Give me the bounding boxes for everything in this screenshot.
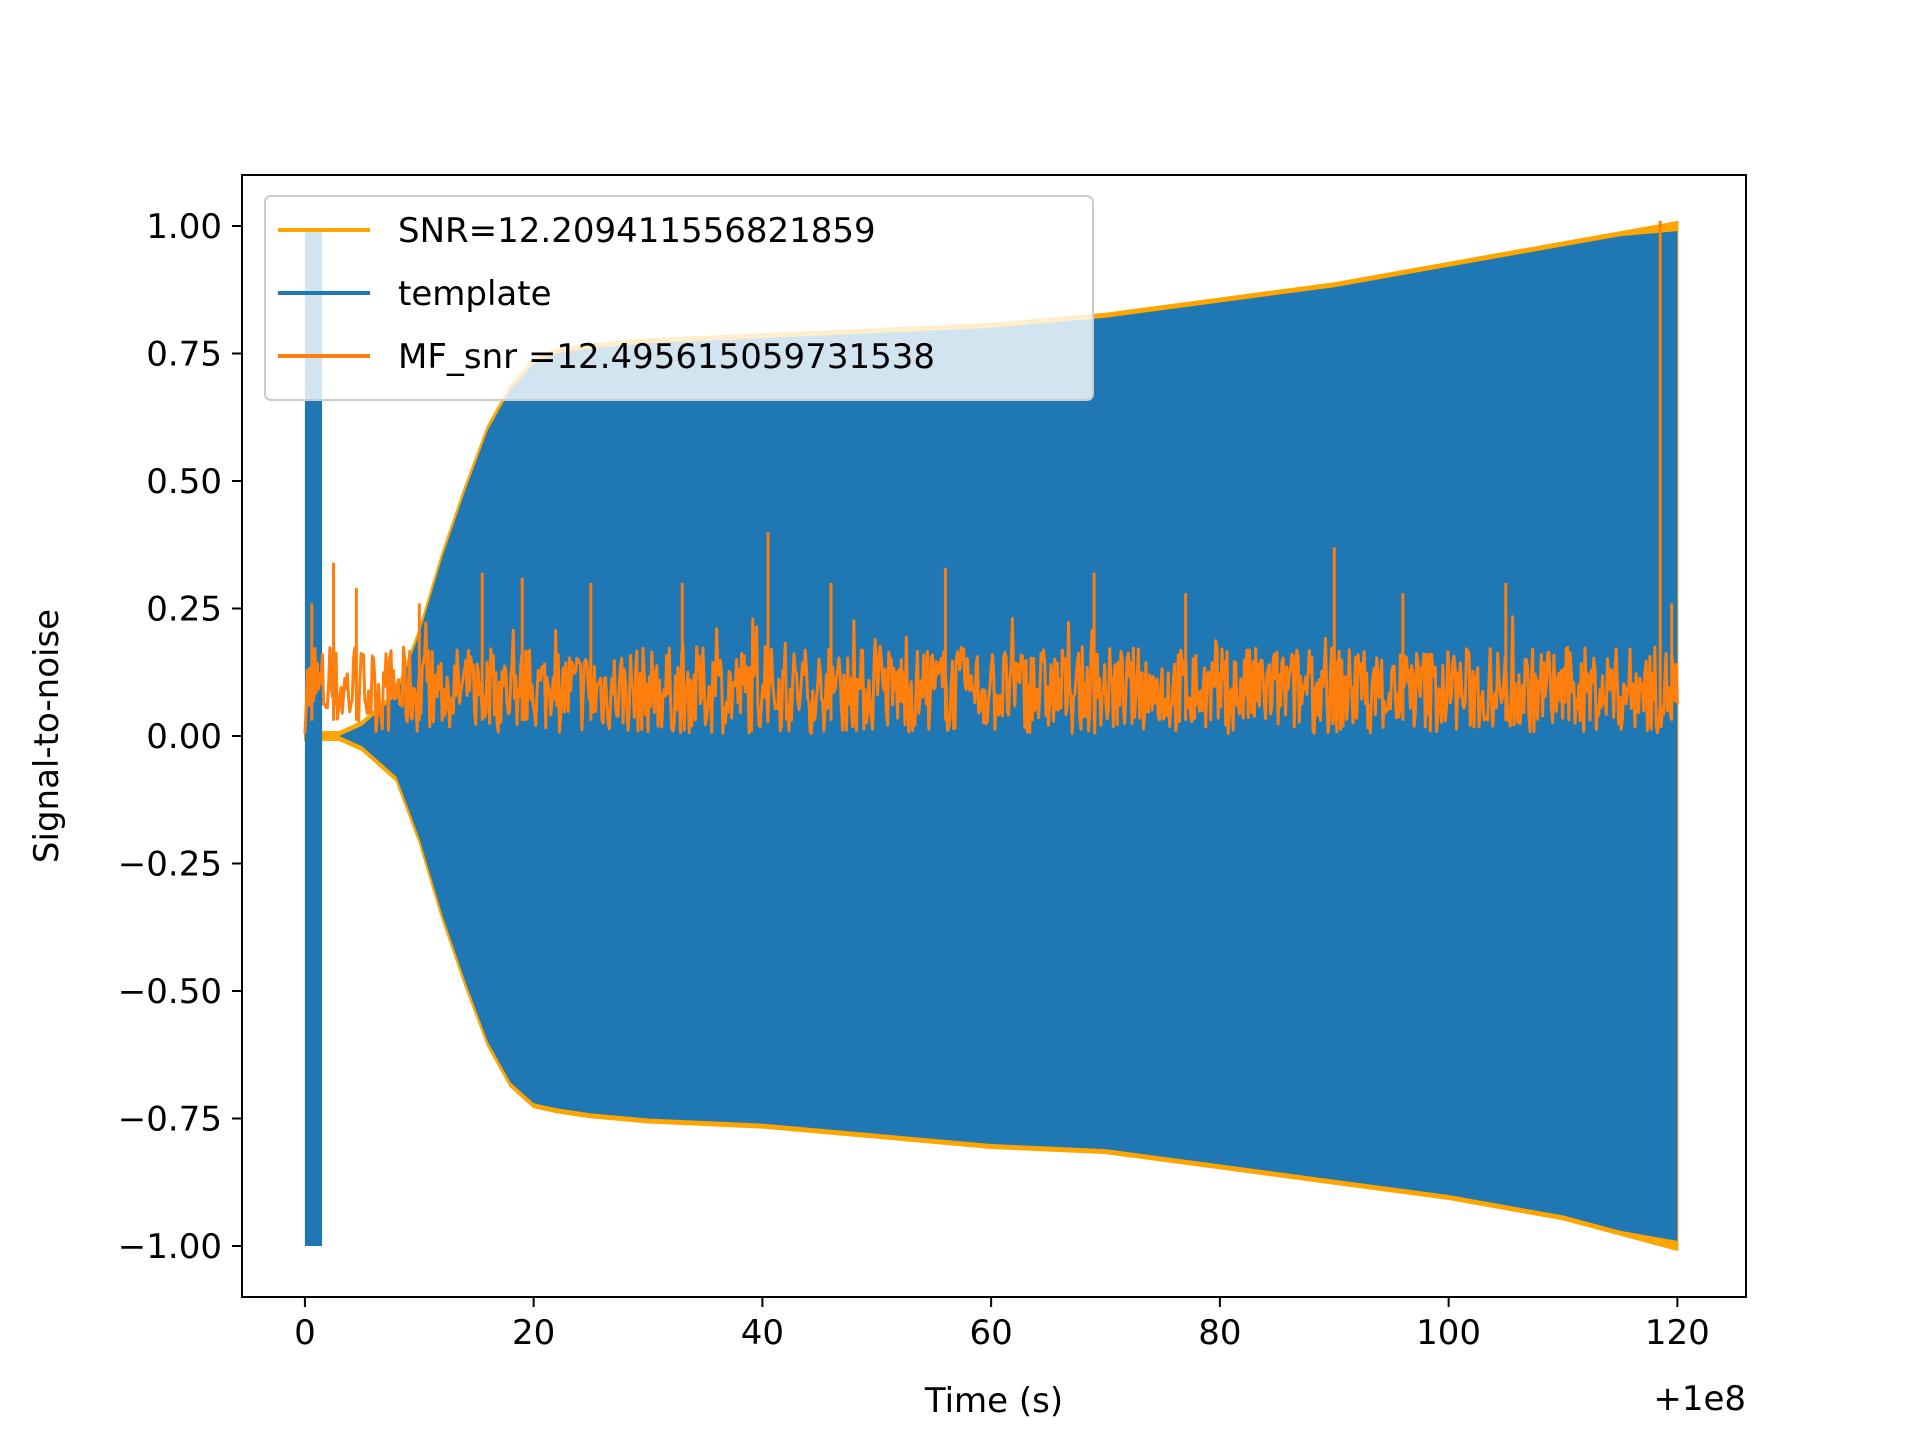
y-tick-label: −0.50 (118, 972, 222, 1012)
x-axis-ticks: 0 20 40 60 80 100 120 (294, 1297, 1710, 1353)
x-tick-label: 40 (741, 1313, 784, 1353)
x-axis-offset-label: +1e8 (1653, 1379, 1746, 1419)
y-tick-label: 1.00 (146, 207, 222, 247)
legend-label-1: SNR=12.209411556821859 (398, 211, 876, 251)
x-tick-label: 100 (1416, 1313, 1481, 1353)
x-tick-label: 0 (294, 1313, 316, 1353)
x-tick-label: 60 (970, 1313, 1013, 1353)
y-tick-label: 0.75 (146, 335, 222, 375)
x-tick-label: 120 (1645, 1313, 1710, 1353)
y-tick-label: −0.25 (118, 845, 222, 885)
mf-snr-series-line (303, 220, 1679, 735)
x-axis-label: Time (s) (924, 1381, 1063, 1421)
legend: SNR=12.209411556821859 template MF_snr =1… (264, 195, 1094, 401)
y-tick-label: −0.75 (118, 1100, 222, 1140)
template-series-spike (304, 231, 323, 1247)
template-series-envelope (304, 231, 1678, 1241)
y-tick-label: 0.50 (146, 462, 222, 502)
legend-label-3: MF_snr =12.495615059731538 (398, 337, 935, 377)
y-tick-label: 0.25 (146, 590, 222, 630)
x-tick-label: 80 (1198, 1313, 1241, 1353)
legend-label-2: template (398, 274, 551, 314)
plot-area (303, 220, 1679, 1252)
y-tick-label: 0.00 (146, 717, 222, 757)
x-tick-label: 20 (512, 1313, 555, 1353)
y-axis-label: Signal-to-noise (27, 609, 67, 863)
y-tick-label: −1.00 (118, 1227, 222, 1267)
y-axis-ticks: 1.00 0.75 0.50 0.25 0.00 −0.25 −0.50 −0.75 −1.00 (118, 207, 242, 1267)
legend-box (264, 195, 1094, 401)
